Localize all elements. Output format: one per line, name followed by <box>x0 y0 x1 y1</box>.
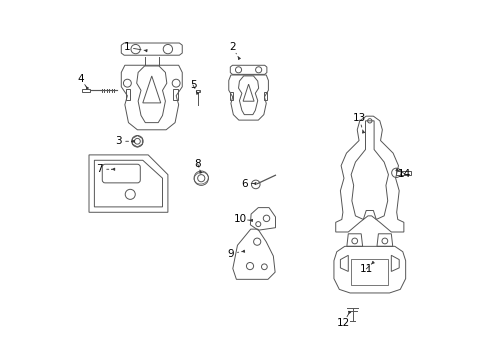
Text: 5: 5 <box>190 80 196 90</box>
Bar <box>351 259 389 285</box>
Text: 7: 7 <box>97 164 103 174</box>
Text: 11: 11 <box>360 264 373 274</box>
Bar <box>196 90 199 92</box>
Text: 12: 12 <box>337 318 350 328</box>
Text: 4: 4 <box>77 74 84 84</box>
Bar <box>396 171 411 175</box>
Text: 8: 8 <box>195 159 201 169</box>
Text: 9: 9 <box>227 248 234 258</box>
Text: 2: 2 <box>229 42 236 52</box>
Text: 1: 1 <box>123 42 130 52</box>
Text: 6: 6 <box>241 179 247 189</box>
Bar <box>196 90 200 93</box>
Text: 14: 14 <box>398 168 411 179</box>
Text: 10: 10 <box>234 215 247 224</box>
Bar <box>82 89 90 92</box>
Text: 3: 3 <box>116 136 122 146</box>
Text: 13: 13 <box>352 113 366 123</box>
